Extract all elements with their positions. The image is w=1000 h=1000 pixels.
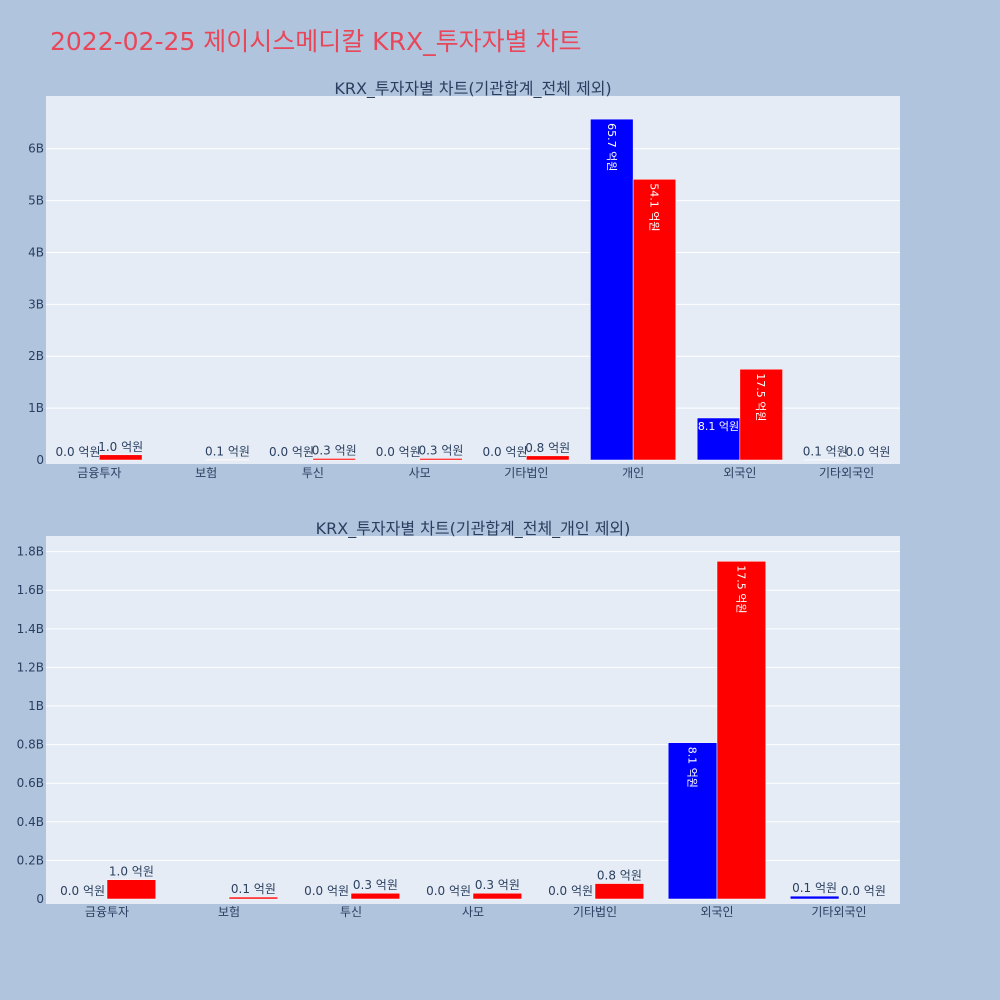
y-tick-label: 5B [28,194,44,208]
data-label: 0.0 억원 [426,884,471,898]
x-tick-label: 기타법인 [573,905,617,919]
y-tick-label: 2B [28,349,44,363]
data-label: 0.0 억원 [56,445,101,459]
x-tick-label: 금융투자 [85,905,129,919]
x-tick-label: 외국인 [700,905,733,919]
sell-bar [99,454,143,461]
sell-bar [106,879,157,900]
y-tick-label: 0.4B [17,815,44,829]
data-label: 0.0 억원 [845,445,890,459]
data-label: 8.1 억원 [698,420,739,433]
chart-top: KRX_투자자별 차트(기관합계_전체 제외) 0 1B 2B 3B 4B 5B 6B 금융투자… [28,79,900,480]
data-label: 54.1 억원 [647,183,660,231]
x-tick-label: 개인 [622,466,644,480]
y-tick-label: 3B [28,297,44,311]
sell-bar [312,458,356,461]
sell-bar [594,883,645,900]
chart-title: KRX_투자자별 차트(기관합계_전체_개인 제외) [316,519,631,539]
x-tick-label: 기타외국인 [819,466,874,480]
sell-bar [632,179,677,461]
page-title: 2022-02-25 제이시스메디칼 KRX_투자자별 차트 [50,27,582,56]
x-tick-label: 기타외국인 [811,905,866,919]
data-label: 65.7 억원 [605,123,618,171]
data-label: 1.0 억원 [98,440,143,454]
data-label: 0.0 억원 [483,445,528,459]
data-label: 0.8 억원 [525,441,570,455]
data-label: 0.1 억원 [231,882,276,896]
buy-bar [667,742,718,900]
y-tick-label: 6B [28,142,44,156]
sell-bar [739,368,783,461]
y-tick-label: 1B [28,401,44,415]
y-tick-label: 1.4B [17,622,44,636]
data-label: 0.0 억원 [376,445,421,459]
data-label: 0.3 억원 [312,443,357,457]
y-tick-label: 0.8B [17,738,44,752]
y-tick-label: 0.2B [17,853,44,867]
data-label: 8.1 억원 [686,747,699,788]
buy-bar [696,417,741,461]
x-tick-label: 투신 [340,905,362,919]
x-tick-label: 사모 [462,905,484,919]
x-tick-label: 보험 [195,466,217,480]
sell-bar [205,459,250,461]
data-label: 0.0 억원 [60,884,105,898]
data-label: 1.0 억원 [109,865,154,879]
data-label: 0.0 억원 [269,445,314,459]
data-label: 17.5 억원 [734,565,747,613]
buy-bar [789,895,840,900]
sell-bar [472,892,523,900]
data-label: 0.1 억원 [205,444,250,458]
data-label: 17.5 억원 [754,373,767,421]
x-tick-label: 금융투자 [77,466,121,480]
y-tick-label: 1B [28,699,44,713]
sell-bar [419,458,463,461]
x-tick-label: 외국인 [723,466,756,480]
y-tick-label: 4B [28,245,44,259]
data-label: 0.0 억원 [304,884,349,898]
buy-bar [590,118,634,461]
x-tick-label: 투신 [302,466,324,480]
y-tick-label: 0 [36,892,44,906]
sell-bar [350,892,401,900]
chart-bottom: KRX_투자자별 차트(기관합계_전체_개인 제외) 0 0.2B 0.4B 0.6B 0… [17,519,900,919]
data-label: 0.3 억원 [418,443,463,457]
data-label: 0.8 억원 [597,869,642,883]
chart-title: KRX_투자자별 차트(기관합계_전체 제외) [334,79,611,99]
y-tick-label: 0.6B [17,776,44,790]
x-tick-label: 보험 [218,905,240,919]
sell-bar [228,896,279,900]
y-tick-label: 1.8B [17,545,44,559]
sell-bar [526,455,570,461]
data-label: 0.1 억원 [792,881,837,895]
data-label: 0.0 억원 [841,884,886,898]
data-label: 0.3 억원 [353,878,398,892]
buy-bar [803,459,847,461]
sell-bar [716,561,767,900]
data-label: 0.0 억원 [548,884,593,898]
data-label: 0.1 억원 [803,444,848,458]
y-tick-label: 0 [36,453,44,467]
x-tick-label: 기타법인 [504,466,548,480]
data-label: 0.3 억원 [475,878,520,892]
y-tick-label: 1.6B [17,583,44,597]
x-tick-label: 사모 [409,466,431,480]
y-tick-label: 1.2B [17,660,44,674]
plot-area [46,536,900,904]
